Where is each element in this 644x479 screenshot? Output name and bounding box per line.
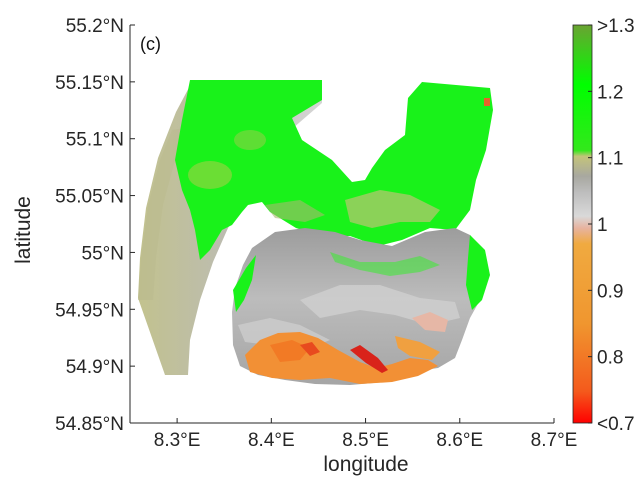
red-channel xyxy=(300,342,320,356)
panel-label: (c) xyxy=(140,34,161,54)
colorbar-tick-label: <0.7 xyxy=(597,414,635,435)
olive-channel xyxy=(265,200,325,222)
x-tick-label: 8.7°E xyxy=(531,430,578,451)
x-tick-label: 8.5°E xyxy=(342,430,389,451)
colorbar-tick-label: 1.2 xyxy=(597,82,623,103)
colorbar-tick-label: 0.8 xyxy=(597,348,623,369)
olive-patch xyxy=(234,130,266,150)
axes: 8.3°E 8.4°E 8.5°E 8.6°E 8.7°E 54.85°N54.9°N5… xyxy=(55,16,577,451)
x-tick-label: 8.6°E xyxy=(436,430,483,451)
y-tick-label: 55°N xyxy=(82,243,124,264)
y-tick-label: 55.15°N xyxy=(55,73,124,94)
y-tick-label: 54.85°N xyxy=(55,414,124,435)
red-channel xyxy=(350,345,388,373)
x-ticks: 8.3°E 8.4°E 8.5°E 8.6°E 8.7°E xyxy=(154,418,578,451)
olive-patch xyxy=(188,161,232,189)
y-tick-label: 54.9°N xyxy=(66,357,124,378)
orange-shoal xyxy=(270,340,310,362)
olive-channel xyxy=(345,190,440,228)
green-fringe xyxy=(330,252,440,276)
x-axis-title: longitude xyxy=(323,453,408,476)
colorbar-tick-label: 1.1 xyxy=(597,149,623,170)
green-fringe xyxy=(233,255,256,312)
red-spot xyxy=(484,98,490,106)
gray-band xyxy=(300,285,460,325)
y-tick-label: 55.2°N xyxy=(66,16,124,37)
y-tick-label: 55.05°N xyxy=(55,187,124,208)
y-ticks: 54.85°N 54.9°N 54.95°N 55°N 55.05°N 55.1°N 55.… xyxy=(55,16,135,435)
western-olive-strip xyxy=(138,128,185,300)
y-tick-label: 54.95°N xyxy=(55,300,124,321)
map-field xyxy=(138,80,493,385)
x-tick-label: 8.3°E xyxy=(154,430,201,451)
colorbar-tick-label: 0.9 xyxy=(597,281,623,302)
colorbar-tick-label: >1.3 xyxy=(597,16,635,37)
colorbar-tick-label: 1 xyxy=(597,215,608,236)
green-fringe xyxy=(466,235,490,310)
x-tick-label: 8.4°E xyxy=(248,430,295,451)
orange-shoal xyxy=(395,336,440,360)
y-axis-title: latitude xyxy=(12,196,35,264)
colorbar: <0.7 0.8 0.9 1 1.1 1.2 >1.3 xyxy=(572,16,635,435)
y-tick-label: 55.1°N xyxy=(66,130,124,151)
pink-patch xyxy=(412,312,448,332)
colorbar-ticks: <0.7 0.8 0.9 1 1.1 1.2 >1.3 xyxy=(588,16,635,435)
